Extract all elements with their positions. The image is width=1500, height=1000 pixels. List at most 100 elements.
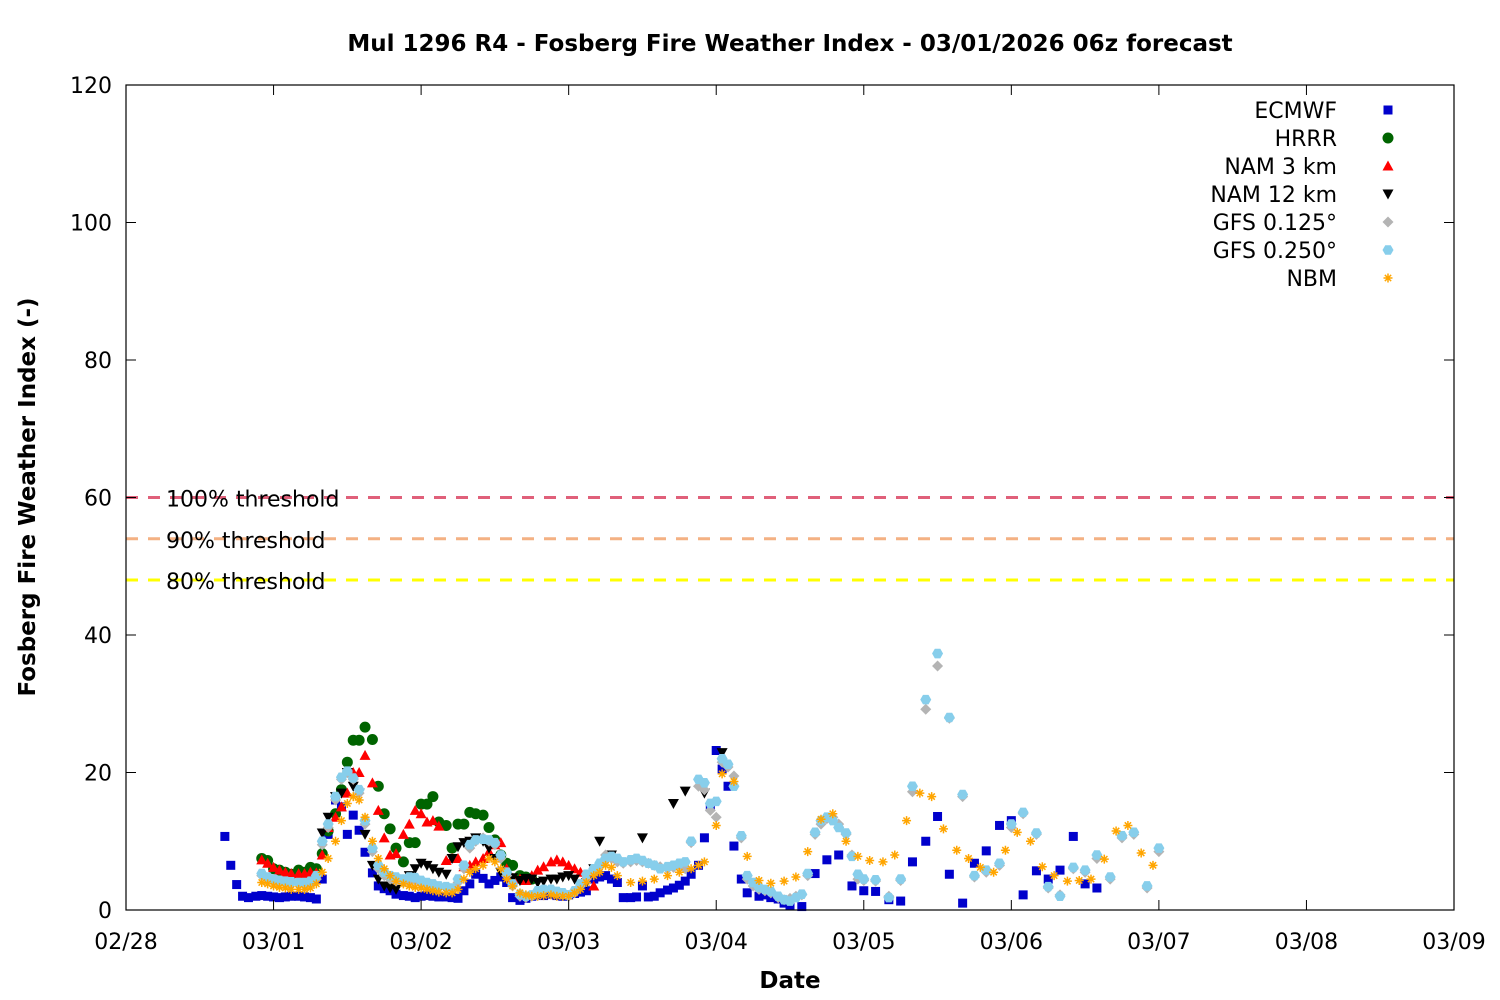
data-point [932, 648, 944, 659]
data-point [1031, 866, 1041, 876]
data-point [397, 856, 409, 868]
data-point [433, 820, 445, 831]
data-point [570, 888, 580, 898]
data-point [896, 896, 906, 906]
data-point [533, 891, 543, 901]
data-point [686, 869, 696, 879]
data-point [944, 869, 954, 879]
threshold-label: 100% threshold [166, 488, 340, 513]
data-point [323, 853, 333, 863]
data-point [527, 891, 537, 901]
data-point [274, 893, 284, 903]
data-point [680, 876, 690, 886]
legend-marker [1382, 189, 1394, 200]
x-tick-label: 03/02 [389, 930, 452, 955]
data-point [341, 787, 353, 798]
series-nbm [257, 769, 1158, 901]
data-point [341, 756, 353, 768]
data-point [995, 820, 1005, 830]
data-point [1037, 862, 1047, 872]
legend-marker [1383, 273, 1393, 283]
data-point [564, 891, 574, 901]
data-point [717, 764, 727, 774]
data-point [434, 887, 444, 897]
data-point [742, 851, 752, 861]
data-point [269, 892, 279, 902]
data-point [359, 721, 371, 733]
data-point [305, 893, 315, 903]
data-point [723, 781, 733, 791]
data-point [1148, 860, 1158, 870]
data-point [453, 893, 463, 903]
x-tick-label: 03/01 [242, 930, 305, 955]
data-point [410, 893, 420, 903]
data-point [390, 848, 402, 859]
data-point [257, 891, 267, 901]
x-tick-label: 02/28 [94, 930, 157, 955]
data-point [943, 712, 955, 723]
data-point [612, 871, 622, 881]
data-point [269, 881, 279, 891]
axis-ticks: 0 20 40 60 80 100 120 02/28 03/01 03/02 03/03 03/04… [70, 74, 1486, 955]
y-axis-label: Fosberg Fire Weather Index (-) [15, 297, 41, 696]
data-point [226, 860, 236, 870]
data-point [378, 832, 390, 843]
data-point [563, 859, 575, 870]
data-point [353, 784, 365, 795]
data-point [274, 882, 284, 892]
data-point [847, 881, 857, 891]
data-point [514, 875, 526, 886]
data-point [496, 864, 506, 874]
data-point [285, 868, 297, 879]
data-point [459, 874, 469, 884]
data-point [1068, 831, 1078, 841]
data-point [434, 892, 444, 902]
data-point [686, 864, 696, 874]
data-point [263, 891, 273, 901]
data-point [294, 891, 304, 901]
data-point [360, 812, 370, 822]
legend-label: GFS 0.250° [1213, 239, 1337, 264]
data-point [398, 879, 408, 889]
data-point [833, 822, 845, 833]
data-point [300, 892, 310, 902]
data-point [981, 846, 991, 856]
data-point [484, 853, 494, 863]
y-tick-label: 20 [84, 762, 112, 787]
data-point [421, 798, 433, 810]
data-point [347, 781, 359, 792]
data-point [828, 809, 838, 819]
data-point [685, 836, 697, 847]
data-point [1067, 862, 1079, 873]
data-point [280, 883, 290, 893]
data-point [1079, 865, 1091, 875]
data-point [655, 888, 665, 898]
data-point [969, 858, 979, 868]
data-point [532, 864, 544, 875]
data-point [502, 874, 512, 884]
data-point [489, 837, 501, 848]
data-point [906, 781, 918, 792]
data-point [478, 860, 488, 870]
data-points [220, 648, 1165, 912]
data-point [342, 829, 352, 839]
data-point [558, 891, 568, 901]
data-point [915, 788, 925, 798]
data-point [920, 703, 932, 715]
data-point [359, 829, 371, 840]
data-point [440, 869, 452, 880]
data-point [427, 864, 439, 875]
data-point [729, 776, 739, 786]
legend-marker [1382, 132, 1394, 144]
data-point [348, 810, 358, 820]
data-point [447, 893, 457, 903]
data-point [968, 870, 980, 881]
data-point [238, 891, 248, 901]
data-point [679, 857, 691, 867]
data-point [341, 766, 353, 776]
data-point [404, 881, 414, 891]
data-point [335, 801, 347, 812]
data-point [716, 748, 728, 759]
data-point [907, 857, 917, 867]
